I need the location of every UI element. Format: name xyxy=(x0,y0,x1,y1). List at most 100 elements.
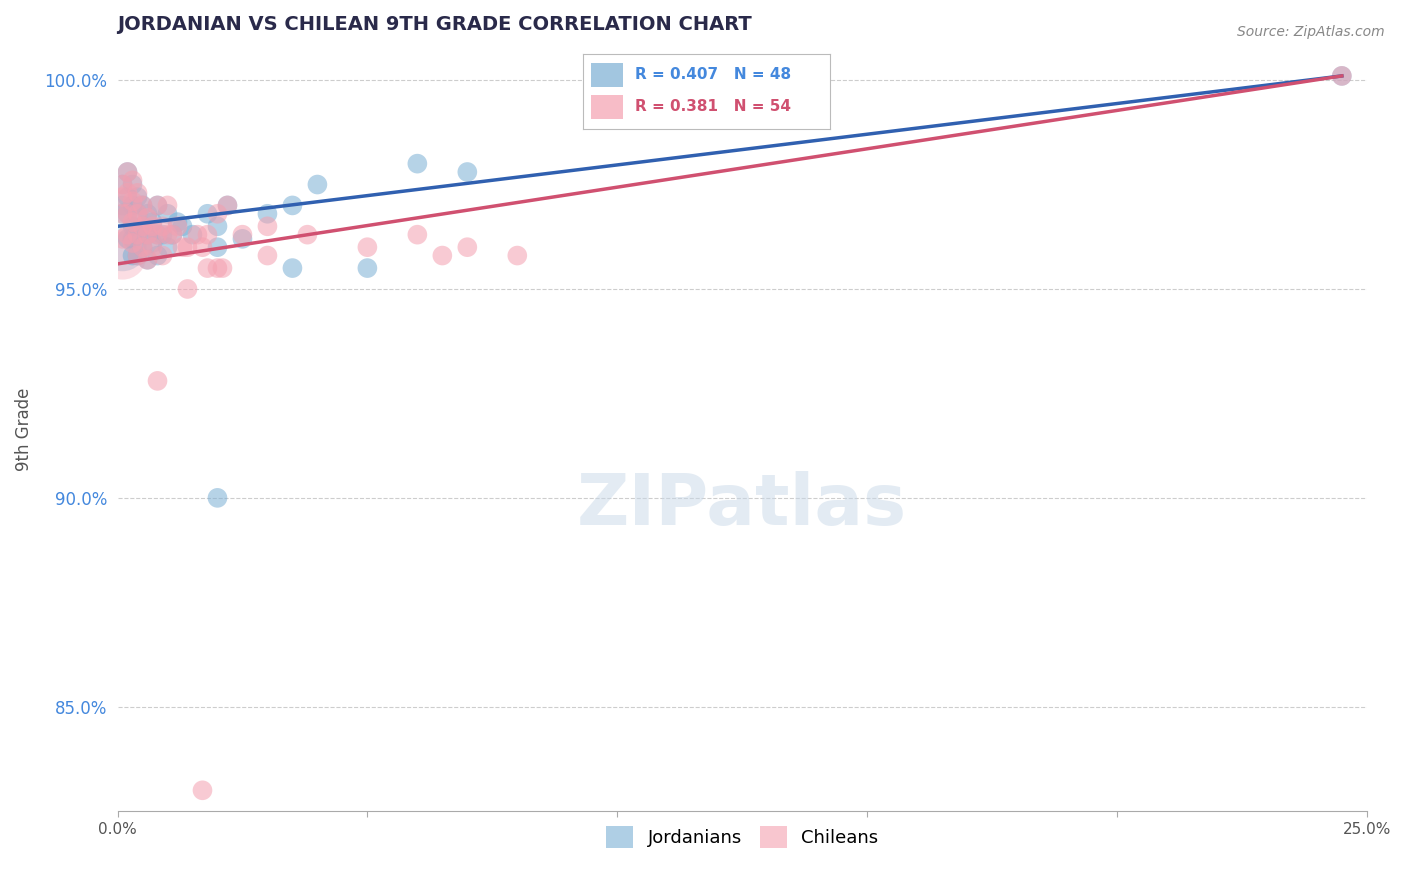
Point xyxy=(121,235,143,250)
Point xyxy=(176,240,198,254)
Point xyxy=(146,227,169,242)
Point xyxy=(506,248,529,262)
Point xyxy=(191,240,214,254)
Text: JORDANIAN VS CHILEAN 9TH GRADE CORRELATION CHART: JORDANIAN VS CHILEAN 9TH GRADE CORRELATI… xyxy=(118,15,752,34)
Point xyxy=(197,207,219,221)
Point xyxy=(131,240,153,254)
Point xyxy=(127,227,149,242)
Text: R = 0.381   N = 54: R = 0.381 N = 54 xyxy=(636,99,792,114)
Point xyxy=(146,198,169,212)
Point xyxy=(131,198,153,212)
Point xyxy=(152,227,174,242)
Point xyxy=(156,227,179,242)
Point xyxy=(121,215,143,229)
Point xyxy=(156,240,179,254)
Text: R = 0.407   N = 48: R = 0.407 N = 48 xyxy=(636,67,792,82)
Point xyxy=(146,248,169,262)
Point xyxy=(111,207,134,221)
Point xyxy=(121,173,143,187)
Point xyxy=(406,156,429,170)
Point xyxy=(207,491,229,505)
Point xyxy=(141,215,163,229)
Text: Source: ZipAtlas.com: Source: ZipAtlas.com xyxy=(1237,25,1385,39)
Point xyxy=(111,178,134,192)
Point xyxy=(127,248,149,262)
Text: ZIPatlas: ZIPatlas xyxy=(576,471,907,540)
Point xyxy=(256,248,278,262)
Point xyxy=(136,227,159,242)
Point xyxy=(166,219,188,234)
Point xyxy=(1330,69,1353,83)
Point xyxy=(256,219,278,234)
Point xyxy=(186,227,208,242)
Point xyxy=(432,248,454,262)
Point xyxy=(172,219,194,234)
Point xyxy=(111,207,134,221)
Point xyxy=(141,240,163,254)
Point xyxy=(307,178,329,192)
Point xyxy=(211,261,233,276)
Point xyxy=(121,194,143,209)
Point xyxy=(356,261,378,276)
Point xyxy=(131,198,153,212)
Point xyxy=(127,248,149,262)
Point xyxy=(111,178,134,192)
Point xyxy=(191,783,214,797)
Point xyxy=(1330,69,1353,83)
Point xyxy=(131,219,153,234)
Point xyxy=(146,374,169,388)
Bar xyxy=(591,62,623,87)
Point xyxy=(131,240,153,254)
Point xyxy=(207,207,229,221)
Point xyxy=(456,240,478,254)
Point xyxy=(146,198,169,212)
Point xyxy=(111,248,134,262)
Point xyxy=(152,248,174,262)
Point xyxy=(111,240,134,254)
Point xyxy=(162,227,184,242)
Point xyxy=(121,178,143,192)
Point xyxy=(121,198,143,212)
Point xyxy=(117,207,139,221)
Point xyxy=(117,165,139,179)
Point xyxy=(356,240,378,254)
Point xyxy=(127,190,149,204)
Point xyxy=(281,261,304,276)
Point xyxy=(166,215,188,229)
Point xyxy=(121,232,143,246)
Point xyxy=(197,261,219,276)
Point xyxy=(156,198,179,212)
Point xyxy=(121,248,143,262)
Point xyxy=(127,207,149,221)
Point xyxy=(281,198,304,212)
Point xyxy=(297,227,319,242)
Point xyxy=(127,227,149,242)
Point xyxy=(181,227,204,242)
Point xyxy=(131,219,153,234)
Point xyxy=(117,232,139,246)
Point xyxy=(207,261,229,276)
Point xyxy=(121,219,143,234)
Point xyxy=(111,232,134,246)
Point xyxy=(136,227,159,242)
Point xyxy=(217,198,239,212)
Point xyxy=(117,165,139,179)
Point xyxy=(141,235,163,250)
Point xyxy=(456,165,478,179)
Point xyxy=(127,207,149,221)
Point xyxy=(207,240,229,254)
Point xyxy=(156,207,179,221)
Point xyxy=(111,198,134,212)
Point xyxy=(127,186,149,200)
Point xyxy=(162,227,184,242)
Point xyxy=(141,219,163,234)
Point xyxy=(231,232,253,246)
Point xyxy=(256,207,278,221)
Point xyxy=(406,227,429,242)
Point xyxy=(136,211,159,225)
Point xyxy=(111,190,134,204)
Point xyxy=(217,198,239,212)
Point xyxy=(176,282,198,296)
Y-axis label: 9th Grade: 9th Grade xyxy=(15,387,32,471)
Point xyxy=(207,219,229,234)
